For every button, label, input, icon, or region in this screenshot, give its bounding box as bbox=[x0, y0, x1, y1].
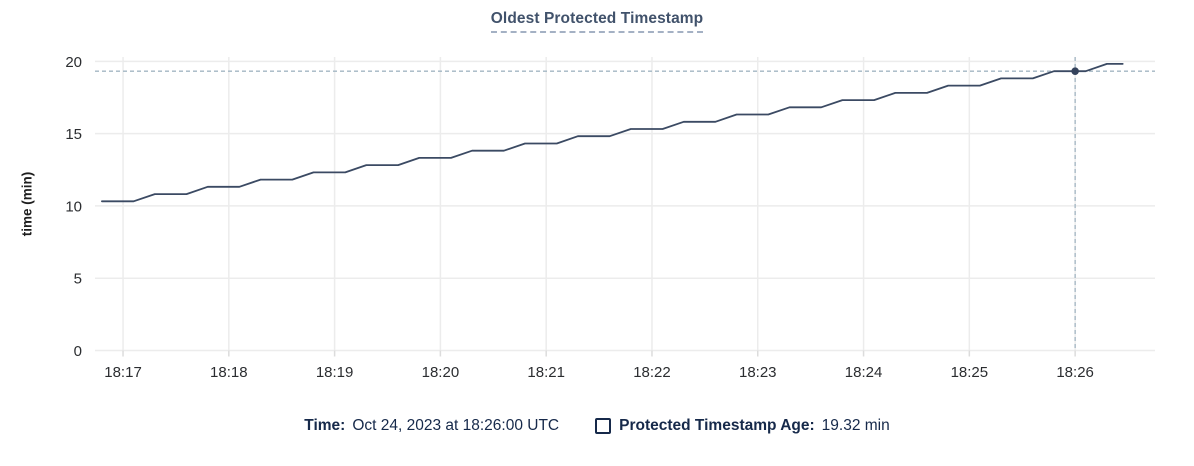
y-axis-label: 0 bbox=[74, 343, 82, 360]
y-axis-label: 20 bbox=[65, 54, 82, 71]
chart-legend: Time: Oct 24, 2023 at 18:26:00 UTC Prote… bbox=[0, 417, 1194, 435]
vertical-gridlines bbox=[122, 57, 1076, 351]
legend-series-value: 19.32 min bbox=[821, 417, 890, 434]
x-axis-label: 18:24 bbox=[845, 364, 883, 381]
y-axis-label: 5 bbox=[74, 271, 82, 288]
x-axis-label: 18:19 bbox=[316, 364, 354, 381]
horizontal-gridlines bbox=[95, 60, 1155, 352]
hover-time-label: Time: bbox=[304, 417, 346, 434]
legend-checkbox-icon[interactable] bbox=[595, 418, 612, 434]
x-axis-label: 18:22 bbox=[633, 364, 671, 381]
legend-item-protected-timestamp-age[interactable]: Protected Timestamp Age: 19.32 min bbox=[595, 417, 890, 435]
x-axis-label: 18:26 bbox=[1056, 364, 1094, 381]
legend-series-label: Protected Timestamp Age: bbox=[619, 417, 815, 434]
x-axis-label: 18:20 bbox=[422, 364, 460, 381]
hover-point-dot bbox=[1071, 67, 1079, 75]
hover-time-readout: Time: Oct 24, 2023 at 18:26:00 UTC bbox=[304, 417, 559, 435]
x-axis-label: 18:18 bbox=[210, 364, 248, 381]
series-line-group bbox=[101, 63, 1124, 203]
chart-plot-area[interactable]: 18:17 18:18 18:19 18:20 18:21 18:22 18:23 18:24… bbox=[0, 0, 1194, 400]
hover-time-value: Oct 24, 2023 at 18:26:00 UTC bbox=[352, 417, 560, 434]
protected-timestamp-age-line bbox=[101, 63, 1124, 203]
y-axis-label: 10 bbox=[65, 198, 82, 215]
y-axis-labels: 0 5 10 15 20 bbox=[65, 54, 82, 360]
x-axis-label: 18:21 bbox=[527, 364, 565, 381]
y-axis-title: time (min) bbox=[19, 171, 35, 237]
x-axis-label: 18:25 bbox=[951, 364, 989, 381]
hover-point-group bbox=[1071, 67, 1079, 75]
y-axis-label: 15 bbox=[65, 126, 82, 143]
x-axis-tick-marks bbox=[122, 350, 1076, 357]
x-axis-label: 18:17 bbox=[104, 364, 142, 381]
chart-title-row: Oldest Protected Timestamp bbox=[0, 10, 1194, 33]
hover-crosshair bbox=[95, 57, 1155, 351]
x-axis-labels: 18:17 18:18 18:19 18:20 18:21 18:22 18:23 18:24… bbox=[104, 364, 1094, 381]
chart-title[interactable]: Oldest Protected Timestamp bbox=[490, 10, 704, 33]
x-axis-label: 18:23 bbox=[739, 364, 777, 381]
